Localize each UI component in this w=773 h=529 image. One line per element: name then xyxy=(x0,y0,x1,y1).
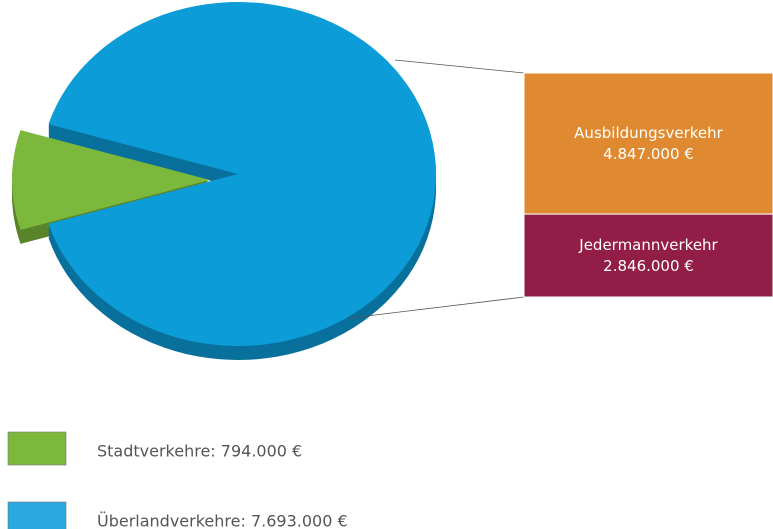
bar-segment xyxy=(523,213,773,298)
segment-label: Jedermannverkehr xyxy=(578,236,718,254)
legend-swatch xyxy=(7,501,67,529)
connector xyxy=(394,59,525,74)
legend-label: Stadtverkehre: 794.000 € xyxy=(97,442,302,461)
legend-swatch xyxy=(7,431,67,466)
pie-slice xyxy=(11,130,210,230)
bar-segment xyxy=(523,72,773,215)
segment-label: Ausbildungsverkehr xyxy=(574,124,723,142)
pie-slice xyxy=(48,1,436,346)
segment-value: 2.846.000 € xyxy=(603,257,694,275)
legend-label: Überlandverkehre: 7.693.000 € xyxy=(97,512,348,529)
segment-value: 4.847.000 € xyxy=(603,145,694,163)
connector xyxy=(349,296,525,319)
